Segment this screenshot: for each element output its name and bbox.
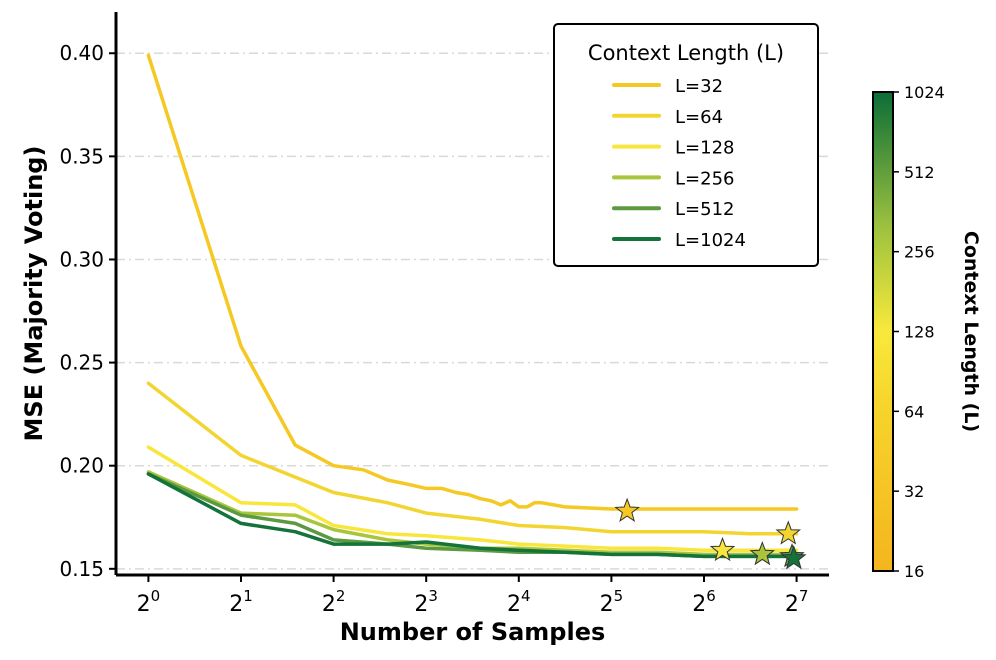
x-tick-label: 25 xyxy=(600,587,624,617)
y-tick-label: 0.30 xyxy=(59,247,104,271)
colorbar-tick-label: 32 xyxy=(904,482,924,501)
y-axis-title: MSE (Majority Voting) xyxy=(20,146,48,442)
legend-label: L=32 xyxy=(675,76,723,97)
legend-label: L=512 xyxy=(675,199,734,220)
colorbar-tick-label: 64 xyxy=(904,402,924,421)
colorbar-tick-label: 128 xyxy=(904,323,935,342)
colorbar: Context Length (L) 16 32 64 128 256 512 1024 xyxy=(872,83,982,581)
legend-title: Context Length (L) xyxy=(588,41,784,65)
y-tick-label: 0.25 xyxy=(59,351,104,375)
star-marker-l-128 xyxy=(709,536,736,562)
star-markers xyxy=(614,497,807,570)
colorbar-title: Context Length (L) xyxy=(960,231,982,432)
series-line-l-256 xyxy=(146,470,799,557)
legend: Context Length (L) L=32 L=64 L=128 L=256 L=5… xyxy=(553,23,819,267)
series-line-l-64 xyxy=(146,381,799,536)
series-line-l-128 xyxy=(146,445,799,553)
x-tick-label: 27 xyxy=(785,587,809,617)
colorbar-gradient xyxy=(872,91,894,572)
x-tick-label: 23 xyxy=(414,587,438,617)
x-tick-label: 22 xyxy=(322,587,346,617)
colorbar-tick-label: 1024 xyxy=(904,83,945,102)
colorbar-tick-label: 512 xyxy=(904,163,935,182)
colorbar-tick-label: 256 xyxy=(904,243,935,262)
grid-lines xyxy=(116,52,829,570)
x-tick-label: 21 xyxy=(229,587,253,617)
x-tick-label: 26 xyxy=(692,587,716,617)
star-marker-l-32 xyxy=(614,497,640,522)
series-line-l-512 xyxy=(146,472,799,559)
series-line-l-32 xyxy=(146,53,799,511)
y-tick-label: 0.20 xyxy=(59,454,104,478)
y-tick-label: 0.40 xyxy=(59,41,104,65)
colorbar-tick-label: 16 xyxy=(904,562,924,581)
y-tick-label: 0.15 xyxy=(59,557,104,581)
axes: 0.15 0.20 0.25 0.30 0.35 0.40 20 21 22 23 24 25 26 27 xyxy=(59,12,829,617)
star-marker-l-256 xyxy=(749,540,776,566)
legend-label: L=256 xyxy=(675,168,734,189)
legend-label: L=128 xyxy=(675,138,734,159)
legend-label: L=1024 xyxy=(675,230,746,251)
series-layer xyxy=(146,53,799,559)
star-marker-l-1024 xyxy=(781,545,807,570)
x-axis-title: Number of Samples xyxy=(340,618,606,646)
x-tick-label: 20 xyxy=(137,587,161,617)
legend-label: L=64 xyxy=(675,107,723,128)
series-line-l-1024 xyxy=(146,472,799,559)
x-tick-label: 24 xyxy=(507,587,531,617)
star-marker-l-64 xyxy=(775,520,802,545)
y-tick-label: 0.35 xyxy=(59,144,104,168)
